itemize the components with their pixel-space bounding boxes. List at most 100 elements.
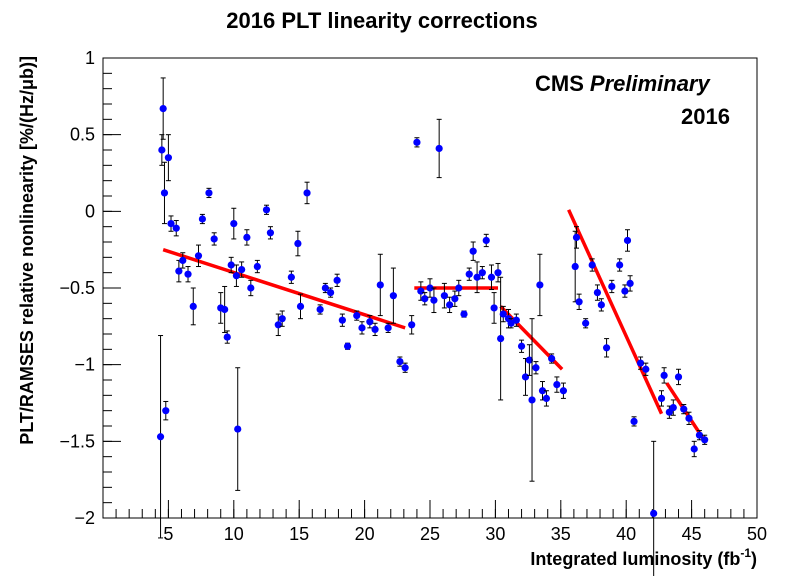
data-point	[333, 273, 341, 287]
data-marker	[497, 335, 505, 343]
data-marker	[253, 262, 261, 271]
data-marker	[230, 220, 238, 228]
data-point	[473, 261, 481, 294]
data-marker	[685, 414, 693, 422]
data-point	[487, 264, 496, 291]
data-point	[630, 416, 638, 427]
fit-line-segment	[162, 248, 406, 330]
data-point	[499, 305, 507, 323]
x-axis-title-close: )	[751, 549, 757, 569]
data-point	[296, 293, 305, 320]
data-point	[389, 267, 397, 324]
data-point	[316, 304, 324, 315]
data-point	[189, 287, 197, 326]
data-marker	[473, 273, 481, 281]
data-marker	[494, 269, 502, 277]
data-marker	[205, 189, 213, 197]
data-points	[156, 77, 709, 576]
data-marker	[172, 224, 180, 232]
data-point	[164, 134, 172, 182]
data-point	[371, 322, 379, 337]
x-tick-label: 45	[682, 524, 702, 544]
data-point	[559, 382, 568, 399]
data-point	[451, 290, 459, 307]
data-point	[460, 310, 468, 318]
data-marker	[159, 105, 167, 113]
data-point	[221, 285, 229, 333]
data-point	[232, 264, 241, 287]
data-point	[303, 181, 311, 205]
data-marker	[465, 270, 473, 278]
data-marker	[690, 445, 698, 453]
data-marker	[553, 381, 561, 389]
data-point	[636, 356, 645, 370]
data-marker	[326, 289, 335, 297]
data-point	[536, 253, 544, 317]
data-marker	[167, 220, 175, 228]
data-marker	[262, 206, 271, 214]
data-point	[626, 275, 634, 292]
data-point	[158, 134, 166, 166]
data-marker	[408, 321, 416, 329]
data-point	[353, 310, 361, 321]
chart-title: 2016 PLT linearity corrections	[226, 8, 537, 33]
fit-line-segment	[567, 209, 664, 415]
data-marker	[353, 312, 361, 320]
data-marker	[266, 229, 275, 237]
data-marker	[210, 235, 218, 243]
data-marker	[512, 316, 520, 324]
data-point	[660, 367, 668, 384]
data-marker	[517, 342, 526, 350]
data-point	[175, 259, 183, 283]
data-point	[440, 282, 448, 309]
data-marker	[559, 387, 568, 395]
data-point	[421, 292, 429, 306]
data-point	[179, 252, 187, 269]
data-marker	[238, 266, 246, 274]
data-point	[426, 278, 434, 298]
data-point	[588, 258, 596, 272]
data-point	[366, 315, 374, 329]
data-marker	[223, 333, 231, 341]
data-point	[528, 318, 536, 482]
data-marker	[660, 371, 668, 379]
data-point	[572, 226, 581, 249]
data-point	[162, 400, 170, 421]
data-point	[247, 279, 255, 297]
data-point	[396, 356, 404, 367]
data-marker	[575, 298, 583, 306]
data-marker	[343, 342, 352, 350]
data-marker	[642, 365, 650, 373]
data-marker	[358, 324, 366, 332]
x-tick-label: 25	[420, 524, 440, 544]
data-marker	[234, 425, 242, 433]
data-point	[657, 390, 666, 407]
data-point	[243, 229, 251, 246]
data-marker	[194, 252, 203, 260]
data-marker	[321, 284, 329, 292]
data-point	[582, 318, 590, 329]
data-marker	[621, 287, 629, 295]
x-tick-label: 30	[485, 524, 505, 544]
data-point	[512, 313, 520, 327]
data-point	[571, 230, 579, 303]
data-point	[690, 440, 698, 458]
data-point	[184, 266, 192, 283]
x-tick-label: 5	[163, 524, 173, 544]
data-marker	[287, 273, 295, 281]
y-tick-label: −2	[74, 508, 95, 528]
y-tick-label: 0.5	[70, 125, 95, 145]
data-point	[321, 282, 329, 294]
x-axis-title-sup: -1	[740, 546, 751, 560]
data-marker	[413, 138, 421, 146]
data-point	[234, 367, 242, 491]
data-point	[469, 241, 477, 261]
data-point	[253, 259, 261, 274]
data-marker	[401, 364, 409, 372]
y-tick-label: −0.5	[59, 278, 95, 298]
data-point	[674, 368, 683, 386]
data-marker	[451, 295, 459, 303]
data-point	[172, 220, 180, 237]
data-point	[553, 376, 561, 393]
x-axis-title: Integrated luminosity (fb-1)	[530, 546, 757, 569]
